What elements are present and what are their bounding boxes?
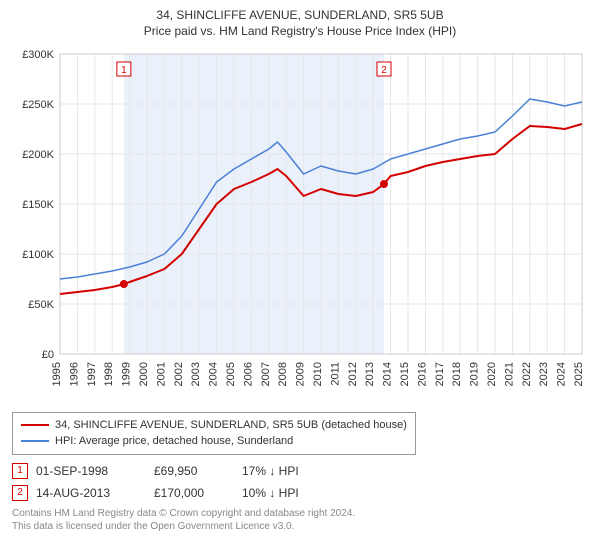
svg-text:2014: 2014 xyxy=(382,362,394,386)
svg-text:2011: 2011 xyxy=(329,362,341,386)
legend-label-hpi: HPI: Average price, detached house, Sund… xyxy=(55,433,293,450)
svg-text:2021: 2021 xyxy=(503,362,515,386)
legend-row-1: 34, SHINCLIFFE AVENUE, SUNDERLAND, SR5 5… xyxy=(21,417,407,434)
svg-text:2012: 2012 xyxy=(347,362,359,386)
svg-text:£150K: £150K xyxy=(22,199,54,211)
sale-row-1: 1 01-SEP-1998 £69,950 17% ↓ HPI xyxy=(12,463,588,479)
svg-text:£300K: £300K xyxy=(22,49,54,61)
svg-text:2005: 2005 xyxy=(225,362,237,386)
svg-text:2001: 2001 xyxy=(155,362,167,386)
svg-text:1996: 1996 xyxy=(68,362,80,386)
legend-swatch-property xyxy=(21,424,49,426)
chart-container: 34, SHINCLIFFE AVENUE, SUNDERLAND, SR5 5… xyxy=(0,0,600,560)
svg-text:1: 1 xyxy=(121,65,127,76)
svg-text:1997: 1997 xyxy=(86,362,98,386)
legend-row-2: HPI: Average price, detached house, Sund… xyxy=(21,433,407,450)
chart-subtitle: Price paid vs. HM Land Registry's House … xyxy=(12,24,588,38)
sale-rows: 1 01-SEP-1998 £69,950 17% ↓ HPI 2 14-AUG… xyxy=(12,463,588,501)
svg-text:£200K: £200K xyxy=(22,149,54,161)
svg-text:2007: 2007 xyxy=(260,362,272,386)
attribution-line-1: Contains HM Land Registry data © Crown c… xyxy=(12,507,588,520)
svg-text:2018: 2018 xyxy=(451,362,463,386)
svg-text:2006: 2006 xyxy=(242,362,254,386)
legend: 34, SHINCLIFFE AVENUE, SUNDERLAND, SR5 5… xyxy=(12,412,416,455)
line-chart: £0 £50K £100K £150K £200K £250K £300K 1995 1996 1… xyxy=(12,44,588,404)
svg-text:2002: 2002 xyxy=(173,362,185,386)
svg-text:2017: 2017 xyxy=(434,362,446,386)
svg-text:£50K: £50K xyxy=(28,299,54,311)
legend-label-property: 34, SHINCLIFFE AVENUE, SUNDERLAND, SR5 5… xyxy=(55,417,407,434)
sale-marker-1: 1 xyxy=(12,463,28,479)
svg-text:1995: 1995 xyxy=(51,362,63,386)
chart-area: £0 £50K £100K £150K £200K £250K £300K 1995 1996 1… xyxy=(12,44,588,404)
attribution-line-2: This data is licensed under the Open Gov… xyxy=(12,520,588,533)
svg-text:2008: 2008 xyxy=(277,362,289,386)
sale-date-2: 14-AUG-2013 xyxy=(36,486,146,500)
svg-text:2013: 2013 xyxy=(364,362,376,386)
svg-text:2016: 2016 xyxy=(416,362,428,386)
svg-text:2022: 2022 xyxy=(521,362,533,386)
svg-text:2003: 2003 xyxy=(190,362,202,386)
sale-price-1: £69,950 xyxy=(154,464,234,478)
svg-text:£100K: £100K xyxy=(22,249,54,261)
attribution: Contains HM Land Registry data © Crown c… xyxy=(12,507,588,533)
svg-text:2020: 2020 xyxy=(486,362,498,386)
svg-text:2019: 2019 xyxy=(469,362,481,386)
svg-text:2024: 2024 xyxy=(556,362,568,386)
svg-text:2023: 2023 xyxy=(538,362,550,386)
svg-text:2000: 2000 xyxy=(138,362,150,386)
sale-price-2: £170,000 xyxy=(154,486,234,500)
svg-text:1999: 1999 xyxy=(121,362,133,386)
svg-text:2015: 2015 xyxy=(399,362,411,386)
sale-row-2: 2 14-AUG-2013 £170,000 10% ↓ HPI xyxy=(12,485,588,501)
svg-text:1998: 1998 xyxy=(103,362,115,386)
svg-text:2025: 2025 xyxy=(573,362,585,386)
svg-text:2: 2 xyxy=(381,65,387,76)
svg-text:2009: 2009 xyxy=(295,362,307,386)
svg-text:2010: 2010 xyxy=(312,362,324,386)
sale-pct-1: 17% ↓ HPI xyxy=(242,464,299,478)
sale-date-1: 01-SEP-1998 xyxy=(36,464,146,478)
sale-pct-2: 10% ↓ HPI xyxy=(242,486,299,500)
svg-text:£0: £0 xyxy=(42,349,54,361)
sale-marker-2: 2 xyxy=(12,485,28,501)
svg-text:2004: 2004 xyxy=(208,362,220,386)
legend-swatch-hpi xyxy=(21,440,49,442)
svg-text:£250K: £250K xyxy=(22,99,54,111)
chart-title: 34, SHINCLIFFE AVENUE, SUNDERLAND, SR5 5… xyxy=(12,8,588,24)
